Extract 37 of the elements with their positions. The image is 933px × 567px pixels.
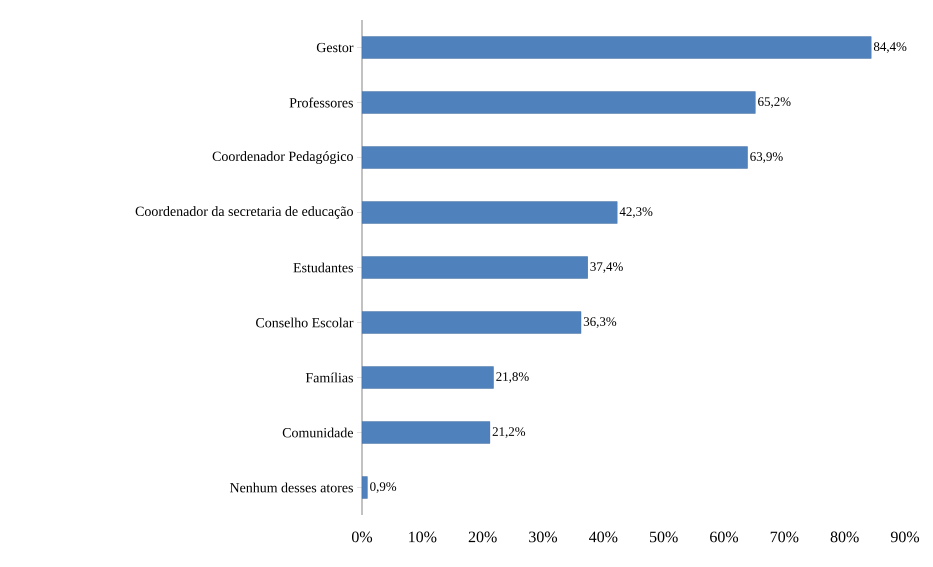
- y-tick-label: Professores: [290, 98, 353, 108]
- x-tick-label: 90%: [890, 532, 920, 542]
- bar: [362, 366, 494, 389]
- y-tick-label: Coordenador Pedagógico: [212, 151, 353, 164]
- y-tick-label: Nenhum desses atores: [230, 482, 353, 492]
- bar: [362, 36, 872, 59]
- bar: [362, 91, 756, 114]
- x-tick-label: 70%: [770, 532, 798, 542]
- data-label: 21,2%: [492, 427, 526, 438]
- bar: [362, 311, 582, 334]
- y-tick-label: Coordenador da secretaria de educação: [136, 206, 353, 219]
- data-label: 37,4%: [590, 262, 623, 273]
- bar: [362, 476, 368, 499]
- data-label: 0,9%: [370, 482, 396, 493]
- x-tick-label: 60%: [710, 532, 738, 542]
- x-tick-label: 10%: [409, 532, 436, 542]
- x-tick-label: 40%: [589, 532, 618, 542]
- bar: [362, 201, 618, 224]
- data-label: 63,9%: [750, 152, 783, 163]
- bar: [362, 146, 748, 169]
- x-tick-label: 80%: [830, 532, 859, 542]
- y-tick-label: Estudantes: [293, 262, 353, 272]
- data-label: 65,2%: [758, 97, 791, 108]
- bar: [362, 256, 588, 279]
- x-tick-label: 20%: [468, 532, 497, 542]
- x-tick-label: 30%: [529, 532, 558, 542]
- data-label: 36,3%: [584, 317, 616, 328]
- x-tick-label: 50%: [650, 532, 678, 542]
- x-tick-label: 0%: [352, 532, 372, 542]
- y-tick-label: Famílias: [306, 372, 353, 382]
- bar: [362, 421, 490, 444]
- y-tick-label: Conselho Escolar: [256, 318, 354, 328]
- data-label: 84,4%: [874, 42, 906, 53]
- y-tick-label: Gestor: [316, 42, 354, 52]
- data-label: 21,8%: [496, 372, 529, 383]
- y-tick-label: Comunidade: [282, 428, 353, 438]
- data-label: 42,3%: [620, 207, 652, 218]
